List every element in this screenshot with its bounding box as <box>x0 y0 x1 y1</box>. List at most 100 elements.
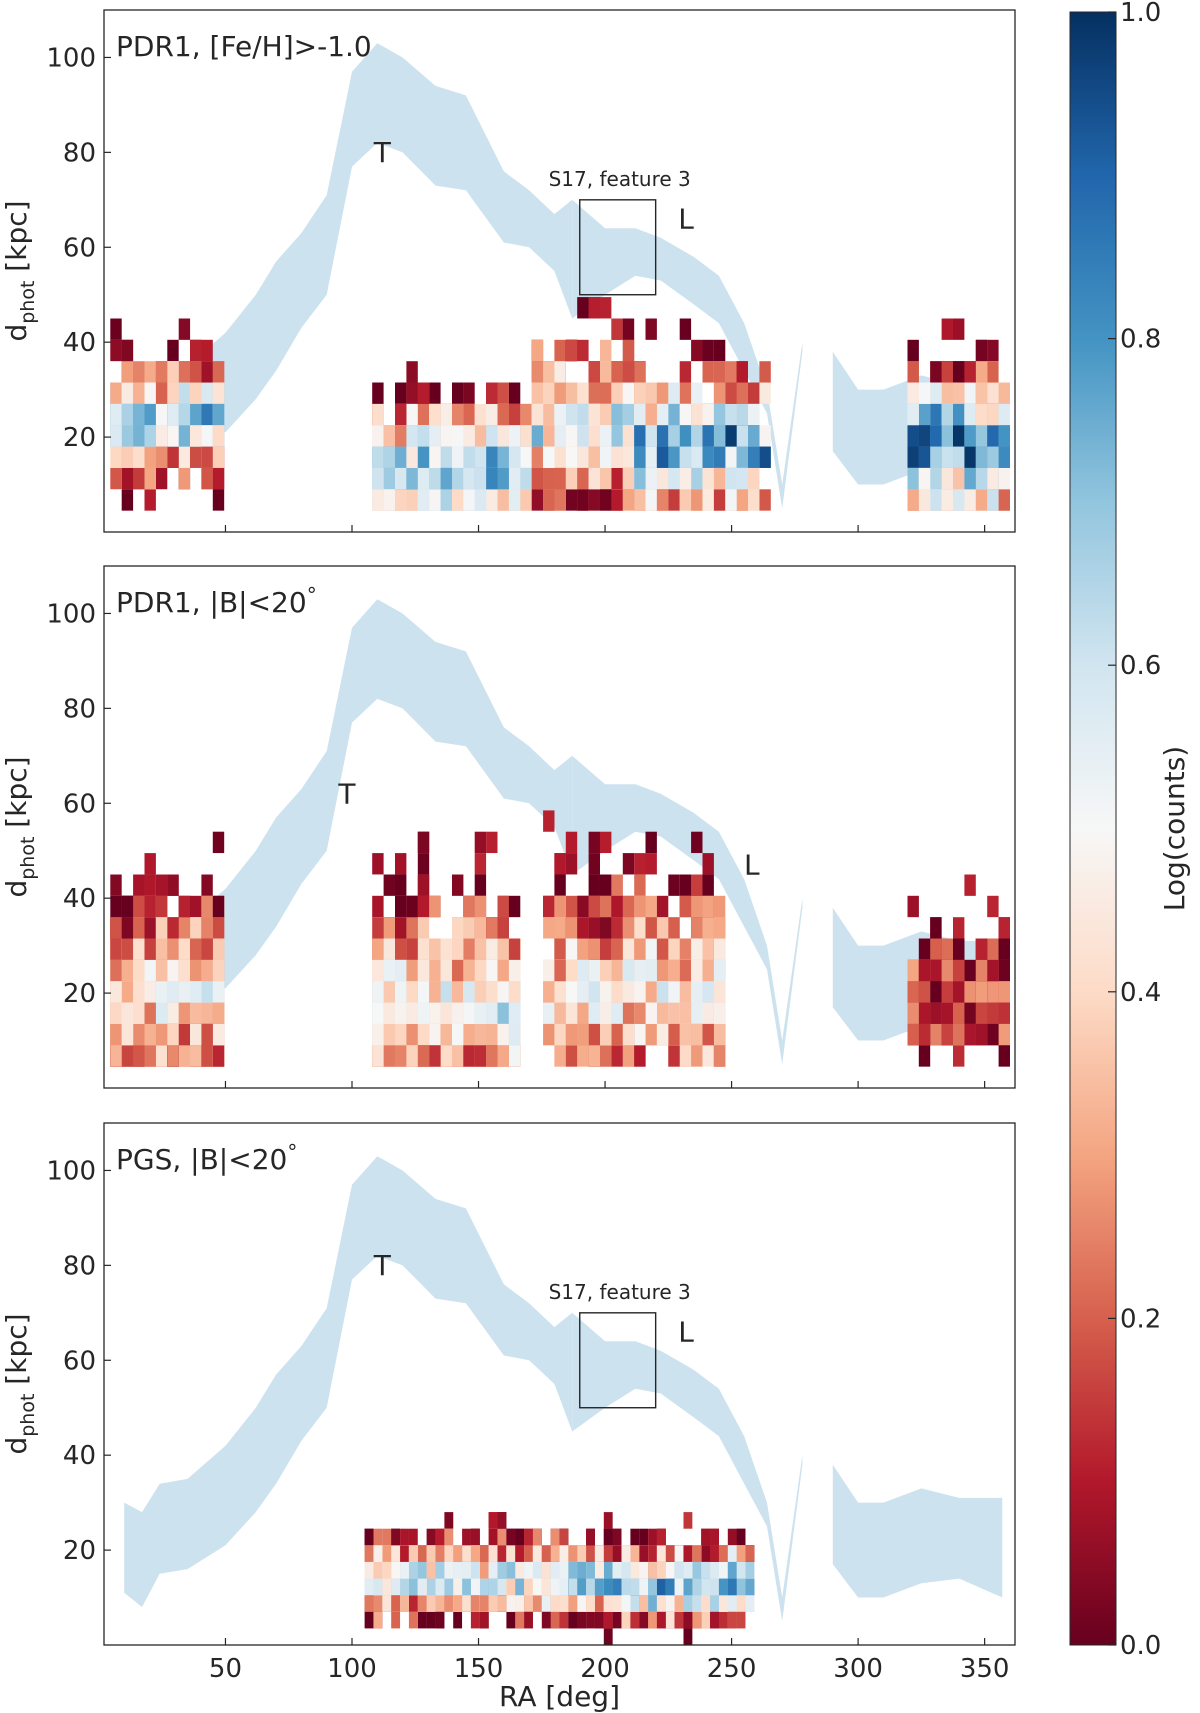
heatmap-cell <box>645 403 657 426</box>
heatmap-cell <box>622 489 635 511</box>
heatmap-cell <box>417 425 430 447</box>
heatmap-cell <box>634 959 646 982</box>
heatmap-cell <box>406 403 418 426</box>
heatmap-cell <box>121 361 134 383</box>
y-tick-label: 100 <box>46 43 96 73</box>
heatmap-cell <box>713 446 726 468</box>
heatmap-cell <box>155 446 168 468</box>
heatmap-cell <box>452 382 464 404</box>
heatmap-cell <box>144 403 156 426</box>
heatmap-cell <box>167 403 179 426</box>
heatmap-cell <box>998 446 1010 468</box>
heatmap-cell <box>372 959 384 982</box>
heatmap-cell <box>702 853 714 875</box>
heatmap-cell <box>634 1023 646 1046</box>
heatmap-cell <box>645 467 657 490</box>
heatmap-cell <box>611 467 623 490</box>
heatmap-cell <box>645 853 657 875</box>
heatmap-cell <box>178 467 191 490</box>
heatmap-cell <box>178 446 191 468</box>
heatmap-cell <box>679 938 692 960</box>
heatmap-cell <box>964 446 976 468</box>
heatmap-cell <box>691 874 703 896</box>
heatmap-cell <box>656 938 669 960</box>
heatmap-cell <box>167 1045 179 1067</box>
heatmap-cell <box>634 467 646 490</box>
heatmap-cell <box>406 425 418 447</box>
heatmap-cell <box>600 831 612 854</box>
heatmap-cell <box>702 895 714 918</box>
heatmap-cell <box>144 959 156 982</box>
heatmap-cell <box>406 895 418 918</box>
heatmap-cell <box>600 1023 612 1046</box>
heatmap-cell <box>463 1045 475 1067</box>
heatmap-cell <box>645 1002 657 1024</box>
heatmap-cell <box>736 361 748 383</box>
heatmap-cell <box>406 938 418 960</box>
heatmap-cell <box>565 425 578 447</box>
y-tick-label: 40 <box>63 328 96 358</box>
heatmap-cell <box>543 917 555 939</box>
heatmap-cell <box>691 403 703 426</box>
heatmap-cell <box>486 1045 498 1067</box>
heatmap-cell <box>474 853 487 875</box>
heatmap-cell <box>668 874 680 896</box>
heatmap-cell <box>565 446 578 468</box>
heatmap-cell <box>713 917 726 939</box>
heatmap-cell <box>748 489 760 511</box>
heatmap-cell <box>691 831 703 854</box>
heatmap-cell <box>577 446 589 468</box>
heatmap-cell <box>178 1002 191 1024</box>
heatmap-cell <box>918 489 931 511</box>
heatmap-cell <box>167 446 179 468</box>
heatmap-cell <box>167 382 179 404</box>
heatmap-cell <box>622 959 635 982</box>
heatmap-cell <box>554 467 566 490</box>
heatmap-cell <box>201 361 213 383</box>
heatmap-cell <box>600 382 612 404</box>
heatmap-cell <box>201 1002 213 1024</box>
heatmap-cell <box>907 382 919 404</box>
heatmap-cell <box>565 1023 578 1046</box>
heatmap-cell <box>941 425 953 447</box>
heatmap-cell <box>497 1002 509 1024</box>
heatmap-cell <box>372 1023 384 1046</box>
heatmap-cell <box>406 446 418 468</box>
heatmap-cell <box>508 895 521 918</box>
heatmap-cell <box>144 1023 156 1046</box>
heatmap-cell <box>144 981 156 1003</box>
heatmap-cell <box>645 446 657 468</box>
heatmap-cell <box>588 895 600 918</box>
heatmap-cell <box>121 403 134 426</box>
heatmap-cell <box>713 959 726 982</box>
heatmap-cell <box>383 1002 395 1024</box>
heatmap-cell <box>611 917 623 939</box>
heatmap-cell <box>452 489 464 511</box>
heatmap-cell <box>600 938 612 960</box>
heatmap-cell <box>417 403 430 426</box>
heatmap-cell <box>110 959 122 982</box>
heatmap-cell <box>110 874 122 896</box>
heatmap-cell <box>645 959 657 982</box>
heatmap-cell <box>941 361 953 383</box>
panel-frame-feh <box>103 9 1016 533</box>
heatmap-cell <box>395 425 407 447</box>
heatmap-cell <box>668 981 680 1003</box>
heatmap-cell <box>679 874 692 896</box>
heatmap-cell <box>691 938 703 960</box>
heatmap-cell <box>508 938 521 960</box>
heatmap-cell <box>167 981 179 1003</box>
heatmap-cell <box>736 425 748 447</box>
heatmap-cell <box>440 467 452 490</box>
heatmap-cell <box>736 403 748 426</box>
heatmap-cell <box>406 1045 418 1067</box>
heatmap-cell <box>907 467 919 490</box>
heatmap-cell <box>668 489 680 511</box>
heatmap-cell <box>713 981 726 1003</box>
heatmap-cell <box>144 874 156 896</box>
heatmap-cell <box>736 446 748 468</box>
heatmap-cell <box>155 895 168 918</box>
heatmap-cell <box>395 938 407 960</box>
